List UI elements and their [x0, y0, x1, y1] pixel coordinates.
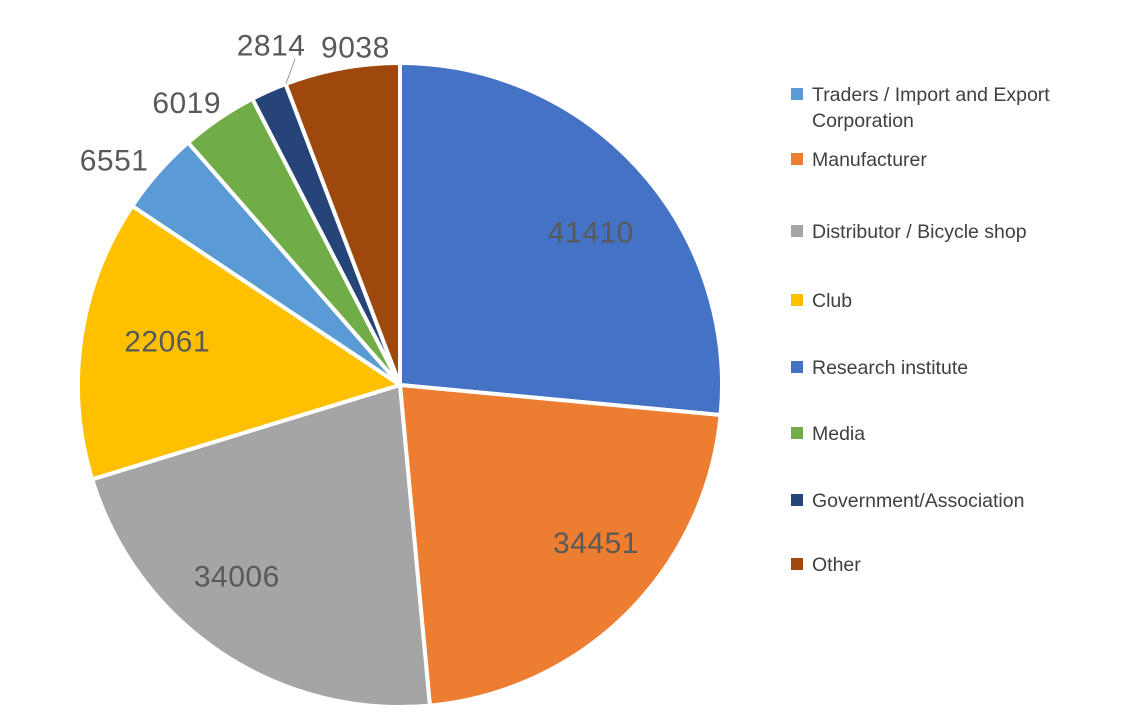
legend-label: Manufacturer — [812, 149, 927, 171]
data-label-club: 22061 — [124, 326, 210, 359]
data-label-government-association: 2814 — [237, 30, 306, 63]
legend-item-other: Other — [791, 552, 861, 578]
legend-label: Government/Association — [812, 490, 1025, 512]
chart-legend: Traders / Import and Export Corporation M… — [791, 0, 1137, 715]
pie-slice-manufacturer — [398, 383, 723, 708]
legend-swatch-research-institute — [791, 361, 803, 373]
data-label-other: 9038 — [321, 31, 390, 64]
data-label-media: 6019 — [152, 87, 221, 120]
legend-swatch-distributor-bicycle-shop — [791, 225, 803, 237]
legend-swatch-media — [791, 427, 803, 439]
pie-slice-research-institute — [398, 61, 725, 418]
legend-item-government-association: Government/Association — [791, 488, 1024, 514]
legend-swatch-government-association — [791, 494, 803, 506]
label-leader-line — [285, 58, 296, 85]
pie-slice-club — [76, 204, 402, 482]
data-label-traders-import-and-export-corporation: 6551 — [80, 145, 149, 178]
legend-item-research-institute: Research institute — [791, 355, 968, 381]
legend-label: Club — [812, 290, 853, 312]
legend-item-media: Media — [791, 421, 865, 447]
legend-item-club: Club — [791, 288, 852, 314]
data-label-research-institute: 41410 — [548, 217, 634, 250]
legend-item-distributor-bicycle-shop: Distributor / Bicycle shop — [791, 219, 1027, 245]
data-label-manufacturer: 34451 — [553, 527, 639, 560]
legend-swatch-traders-import-and-export-corporation — [791, 88, 803, 100]
legend-label: Distributor / Bicycle shop — [812, 221, 1027, 243]
legend-swatch-club — [791, 294, 803, 306]
legend-swatch-manufacturer — [791, 153, 803, 165]
legend-label: Research institute — [812, 357, 969, 379]
legend-label: Traders / Import and Export Corporation — [812, 84, 1050, 132]
legend-label: Media — [812, 423, 866, 445]
legend-swatch-other — [791, 558, 803, 570]
legend-label: Other — [812, 554, 861, 576]
data-label-distributor-bicycle-shop: 34006 — [194, 561, 280, 594]
legend-item-traders-import-and-export-corporation: Traders / Import and Export Corporation — [791, 82, 1120, 134]
pie-slice-other — [283, 61, 402, 387]
pie-slice-distributor-bicycle-shop — [90, 383, 432, 709]
legend-item-manufacturer: Manufacturer — [791, 147, 927, 173]
